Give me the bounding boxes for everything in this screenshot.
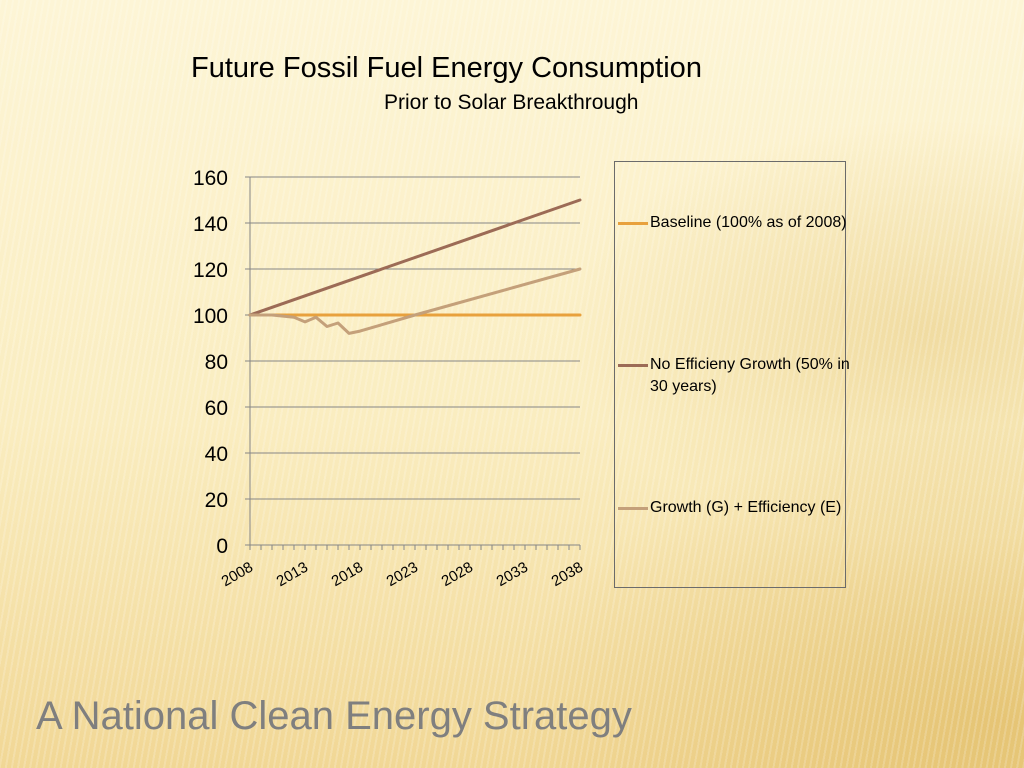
y-tick-label: 60 [205, 397, 228, 420]
legend-swatch-baseline [618, 222, 648, 225]
footer-title: A National Clean Energy Strategy [36, 694, 632, 738]
y-tick-label: 40 [205, 443, 228, 466]
chart-title: Future Fossil Fuel Energy Consumption [191, 52, 702, 84]
y-tick-label: 80 [205, 351, 228, 374]
y-tick-label: 100 [193, 305, 228, 328]
y-tick-label: 140 [193, 213, 228, 236]
y-tick-label: 20 [205, 489, 228, 512]
x-tick-label: 2033 [494, 559, 531, 590]
series-line-no-efficiency [248, 198, 582, 317]
x-tick-label: 2018 [329, 559, 366, 590]
legend-label-baseline: Baseline (100% as of 2008) [650, 214, 847, 231]
chart-subtitle: Prior to Solar Breakthrough [384, 91, 639, 114]
x-tick-label: 2038 [549, 559, 586, 590]
y-tick-label: 0 [216, 535, 228, 558]
legend-label-no-efficiency: No Efficieny Growth (50% in 30 years) [650, 356, 850, 395]
y-tick-label: 160 [193, 167, 228, 190]
x-tick-label: 2008 [219, 559, 256, 590]
chart-legend: Baseline (100% as of 2008) No Efficieny … [614, 161, 850, 588]
x-tick-label: 2028 [439, 559, 476, 590]
y-tick-label: 120 [193, 259, 228, 282]
legend-label-growth-efficiency: Growth (G) + Efficiency (E) [650, 499, 842, 516]
x-tick-label: 2013 [274, 559, 311, 590]
series-line-growth-efficiency [248, 267, 582, 335]
legend-swatch-growth-efficiency [618, 507, 648, 510]
legend-swatch-no-efficiency [618, 364, 648, 367]
x-tick-label: 2023 [384, 559, 421, 590]
